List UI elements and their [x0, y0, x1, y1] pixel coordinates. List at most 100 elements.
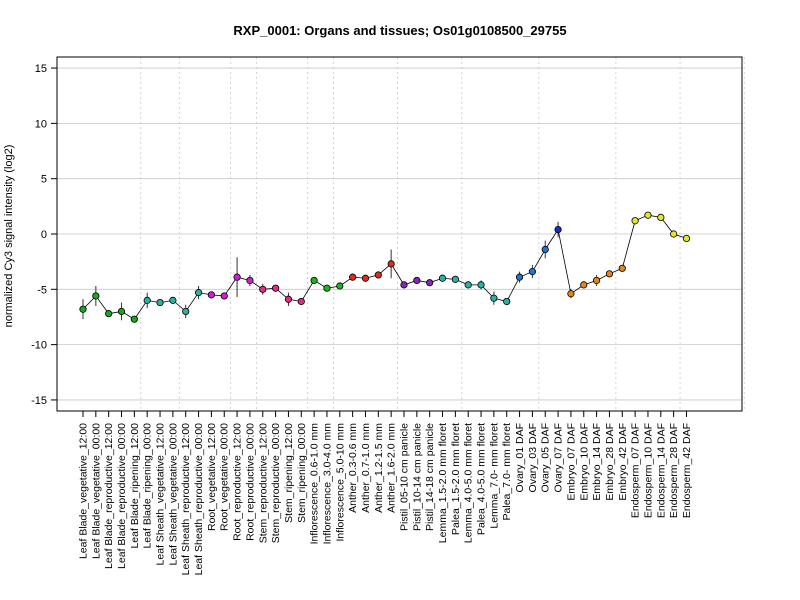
- data-point-44: [644, 211, 652, 219]
- data-point-0: [79, 305, 87, 313]
- x-tick-label-19: Inflorescence_3.0-4.0 mm: [321, 423, 333, 545]
- x-tick-label-2: Leaf Blade_reproductive_12:00: [103, 423, 115, 569]
- x-tick-label-33: Palea_7.0- mm floret: [501, 423, 513, 521]
- data-point-4: [130, 315, 138, 323]
- x-tick-label-39: Embryo_10 DAF: [578, 423, 590, 501]
- data-point-22: [361, 274, 370, 282]
- data-point-36: [541, 245, 549, 254]
- data-point-5: [143, 296, 151, 304]
- data-point-40: [592, 276, 601, 285]
- data-point-46: [670, 230, 678, 238]
- x-tick-label-31: Palea_4.0-5.0 mm floret: [476, 423, 488, 535]
- x-tick-label-16: Stem_ripening_12:00: [283, 423, 295, 523]
- x-tick-label-10: Root_vegetative_12:00: [206, 423, 218, 531]
- x-tick-label-42: Embryo_42 DAF: [617, 423, 629, 501]
- data-point-38: [567, 290, 575, 298]
- data-point-19: [323, 284, 331, 292]
- y-tick-label-6: 15: [35, 63, 47, 75]
- data-point-30: [464, 281, 472, 289]
- x-tick-label-11: Root_vegetative_00:00: [219, 423, 231, 531]
- x-tick-label-13: Root_reproductive_00:00: [244, 423, 256, 541]
- data-point-13: [246, 276, 254, 285]
- y-axis: -15 -10 -5 0 5 10 15: [31, 63, 57, 407]
- x-tick-label-0: Leaf Blade_vegetative_12:00: [78, 423, 90, 559]
- x-tick-label-28: Lemma_1.5-2.0 mm floret: [437, 423, 449, 543]
- data-point-31: [477, 281, 485, 289]
- data-point-20: [336, 282, 344, 290]
- data-point-37: [554, 225, 562, 234]
- data-point-17: [297, 297, 305, 306]
- x-tick-label-25: Pistil_05-10 cm panicle: [399, 423, 411, 531]
- data-point-8: [182, 307, 190, 316]
- data-point-25: [400, 281, 408, 289]
- data-point-15: [271, 284, 280, 292]
- data-point-23: [374, 271, 382, 279]
- data-point-42: [618, 264, 626, 272]
- x-tick-label-35: Ovary_03 DAF: [527, 423, 539, 492]
- data-point-34: [515, 273, 524, 281]
- data-point-11: [220, 292, 228, 300]
- x-tick-label-14: Stem_reproductive_12:00: [257, 423, 269, 543]
- x-tick-label-15: Stem_reproductive_00:00: [270, 423, 282, 543]
- x-tick-label-24: Anther_1.6-2.0 mm: [386, 423, 398, 513]
- x-tick-label-4: Leaf Blade_ripening_12:00: [129, 423, 141, 549]
- data-point-47: [682, 234, 691, 243]
- x-tick-label-12: Root_reproductive_12:00: [232, 423, 244, 541]
- group-separators: [140, 57, 745, 411]
- data-point-32: [490, 294, 498, 302]
- data-points: [79, 211, 691, 323]
- x-tick-label-26: Pistil_10-14 cm panicle: [411, 423, 423, 531]
- x-tick-label-34: Ovary_01 DAF: [514, 423, 526, 492]
- data-point-28: [438, 274, 447, 282]
- x-axis: Leaf Blade_vegetative_12:00 Leaf Blade_ve…: [78, 411, 693, 575]
- x-tick-label-5: Leaf Blade_ripening_00:00: [142, 423, 154, 549]
- x-tick-label-43: Endosperm_07 DAF: [630, 423, 642, 518]
- x-tick-label-18: Inflorescence_0.6-1.0 mm: [309, 423, 321, 545]
- x-tick-label-6: Leaf Sheath_vegetative_12:00: [155, 423, 167, 566]
- x-tick-label-37: Ovary_07 DAF: [553, 423, 565, 492]
- data-point-45: [657, 213, 665, 222]
- y-tick-label-5: 10: [35, 118, 47, 130]
- x-tick-label-7: Leaf Sheath_vegetative_00:00: [167, 423, 179, 566]
- y-tick-label-2: -5: [37, 284, 47, 296]
- x-tick-label-3: Leaf Blade_reproductive_00:00: [116, 423, 128, 569]
- x-tick-label-29: Palea_1.5-2.0 mm floret: [450, 423, 462, 535]
- data-point-10: [207, 291, 215, 299]
- y-tick-label-0: -15: [31, 395, 47, 407]
- data-point-6: [156, 298, 164, 307]
- data-point-18: [310, 276, 318, 285]
- data-point-24: [387, 260, 395, 268]
- x-tick-label-17: Stem_ripening_00:00: [296, 423, 308, 523]
- x-tick-label-1: Leaf Blade_vegetative_00:00: [90, 423, 102, 559]
- x-tick-label-38: Embryo_07 DAF: [565, 423, 577, 501]
- data-point-33: [503, 297, 511, 306]
- x-tick-label-46: Endosperm_28 DAF: [668, 423, 680, 518]
- data-point-1: [92, 292, 100, 300]
- data-point-7: [169, 296, 177, 304]
- data-point-35: [528, 268, 537, 276]
- data-point-26: [413, 276, 421, 285]
- data-point-12: [233, 273, 241, 281]
- chart-title: RXP_0001: Organs and tissues; Os01g01085…: [233, 23, 566, 38]
- x-tick-label-47: Endosperm_42 DAF: [681, 423, 693, 518]
- x-tick-label-30: Lemma_4.0-5.0 mm floret: [463, 423, 475, 543]
- data-point-3: [117, 307, 126, 316]
- x-tick-label-41: Embryo_28 DAF: [604, 423, 616, 501]
- x-tick-label-23: Anther_1.2-1.5 mm: [373, 423, 385, 513]
- data-point-43: [631, 217, 639, 225]
- data-point-39: [580, 281, 588, 289]
- y-tick-label-1: -10: [31, 340, 47, 352]
- x-tick-label-45: Endosperm_14 DAF: [655, 423, 667, 518]
- x-tick-label-27: Pistil_14-18 cm panicle: [424, 423, 436, 531]
- x-tick-label-40: Embryo_14 DAF: [591, 423, 603, 501]
- x-tick-label-44: Endosperm_10 DAF: [642, 423, 654, 518]
- data-point-29: [451, 275, 459, 283]
- data-point-16: [284, 295, 293, 303]
- x-tick-label-8: Leaf Sheath_reproductive_12:00: [180, 423, 192, 576]
- y-tick-label-3: 0: [41, 229, 47, 241]
- x-tick-label-22: Anther_0.7-1.0 mm: [360, 423, 372, 513]
- error-bars: [82, 212, 687, 322]
- data-point-27: [426, 279, 434, 287]
- grid-lines: [57, 67, 742, 401]
